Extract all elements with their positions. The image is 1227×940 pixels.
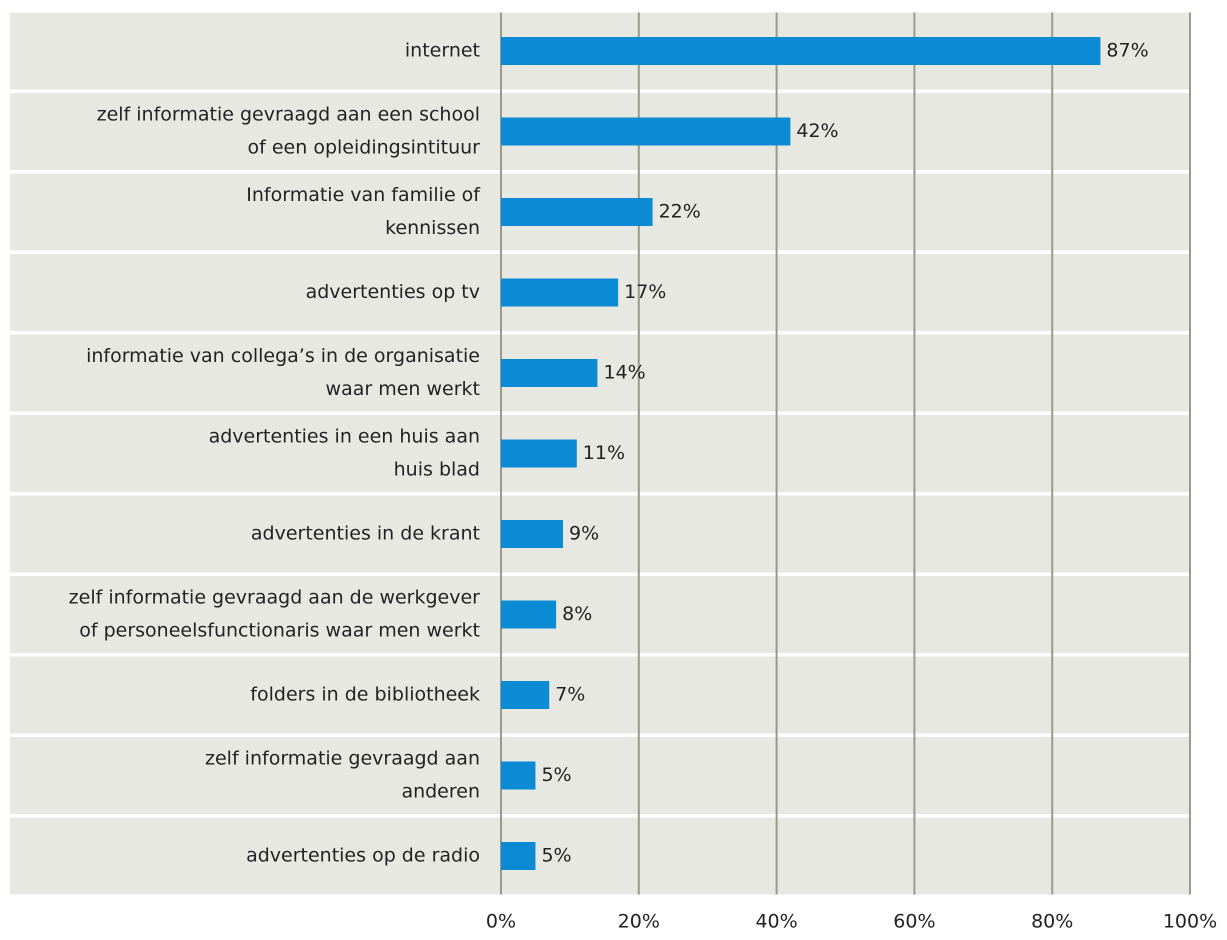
category-label: anderen xyxy=(401,781,480,803)
row-band xyxy=(10,817,1190,895)
category-label: zelf informatie gevraagd aan xyxy=(205,748,480,770)
bar xyxy=(501,439,577,468)
category-label: zelf informatie gevraagd aan een school xyxy=(97,104,480,126)
x-tick-label: 100% xyxy=(1163,911,1217,933)
bar xyxy=(501,761,536,790)
category-label: kennissen xyxy=(385,217,480,239)
bar xyxy=(501,278,619,307)
bar xyxy=(501,117,791,146)
bar xyxy=(501,37,1101,65)
value-label: 7% xyxy=(555,684,585,706)
category-label: informatie van collega’s in de organisat… xyxy=(86,345,480,367)
x-tick-label: 40% xyxy=(755,911,797,933)
x-tick-label: 80% xyxy=(1031,911,1073,933)
bar xyxy=(501,359,598,387)
category-label: internet xyxy=(405,40,480,62)
row-band xyxy=(10,656,1190,734)
category-label: waar men werkt xyxy=(326,378,480,400)
value-label: 14% xyxy=(603,362,645,384)
x-tick-label: 0% xyxy=(486,911,516,933)
bar xyxy=(501,600,557,629)
row-band xyxy=(10,415,1190,492)
category-label: of personeelsfunctionaris waar men werkt xyxy=(79,620,480,642)
value-label: 11% xyxy=(583,442,625,464)
row-band xyxy=(10,495,1190,573)
value-label: 42% xyxy=(796,120,838,142)
category-label: huis blad xyxy=(394,459,480,481)
bar xyxy=(501,520,564,548)
category-label: advertenties op de radio xyxy=(246,845,480,867)
x-tick-label: 20% xyxy=(618,911,660,933)
category-label: folders in de bibliotheek xyxy=(250,684,480,706)
row-band xyxy=(10,576,1190,653)
value-label: 5% xyxy=(541,764,571,786)
value-label: 8% xyxy=(562,603,592,625)
value-label: 9% xyxy=(569,523,599,545)
category-label: of een opleidingsintituur xyxy=(248,137,481,159)
row-band xyxy=(10,737,1190,814)
category-label: advertenties op tv xyxy=(306,281,480,303)
category-label: advertenties in de krant xyxy=(251,523,480,545)
value-label: 17% xyxy=(624,281,666,303)
x-tick-label: 60% xyxy=(893,911,935,933)
category-label: Informatie van familie of xyxy=(246,184,481,206)
bar xyxy=(501,842,536,870)
category-label: advertenties in een huis aan xyxy=(209,426,480,448)
value-label: 5% xyxy=(541,845,571,867)
category-label: zelf informatie gevraagd aan de werkgeve… xyxy=(69,587,481,609)
value-label: 87% xyxy=(1106,40,1148,62)
bar xyxy=(501,198,653,226)
row-band xyxy=(10,334,1190,412)
bar xyxy=(501,681,550,709)
value-label: 22% xyxy=(659,201,701,223)
